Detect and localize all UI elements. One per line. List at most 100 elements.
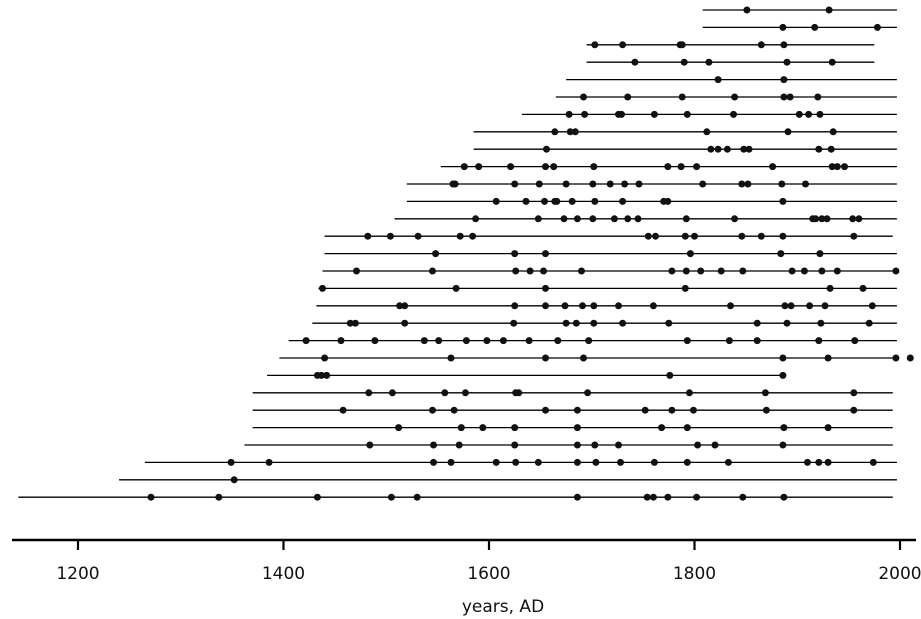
data-point xyxy=(615,441,622,449)
series-row xyxy=(144,458,897,466)
data-point xyxy=(693,493,701,501)
data-point xyxy=(714,145,722,153)
data-point xyxy=(678,93,686,101)
x-axis-title: years, AD xyxy=(462,597,544,617)
data-point xyxy=(511,424,519,432)
series-row xyxy=(702,6,897,14)
data-point xyxy=(658,424,666,432)
data-point xyxy=(351,319,359,327)
data-point xyxy=(730,110,737,118)
data-point xyxy=(824,354,832,362)
data-point xyxy=(526,267,534,275)
data-point xyxy=(818,215,826,223)
x-tick-label: 1800 xyxy=(673,564,716,584)
data-point xyxy=(815,458,823,466)
data-point xyxy=(510,319,518,327)
data-point xyxy=(541,197,548,205)
data-point xyxy=(619,319,627,327)
data-point xyxy=(681,284,689,292)
data-point xyxy=(825,6,833,14)
data-point xyxy=(512,267,520,275)
data-point xyxy=(618,110,625,118)
data-point xyxy=(649,302,657,310)
data-point xyxy=(650,458,658,466)
data-point xyxy=(566,128,574,136)
data-point xyxy=(779,23,787,31)
data-point xyxy=(479,424,487,432)
data-point xyxy=(568,197,576,205)
data-point xyxy=(731,215,739,223)
data-point xyxy=(387,493,395,501)
data-point xyxy=(668,267,676,275)
data-point xyxy=(769,163,777,171)
series-row xyxy=(702,23,897,31)
data-point xyxy=(590,163,598,171)
data-point xyxy=(753,337,761,345)
data-point xyxy=(786,93,794,101)
data-point xyxy=(579,302,586,310)
x-axis-ticks: 1200 1400 1600 1800 2000 xyxy=(56,540,921,584)
data-point xyxy=(573,406,581,414)
data-point xyxy=(435,337,443,345)
data-point xyxy=(617,458,624,466)
data-point xyxy=(571,128,579,136)
data-point xyxy=(816,110,824,118)
data-point xyxy=(686,250,694,258)
data-point xyxy=(788,267,796,275)
data-point xyxy=(711,441,719,449)
data-point xyxy=(745,145,753,153)
data-point xyxy=(542,250,549,258)
data-point xyxy=(589,180,597,188)
x-tick-label: 2000 xyxy=(878,564,921,584)
data-point xyxy=(821,302,829,310)
series-row xyxy=(244,441,893,449)
data-point xyxy=(441,389,449,397)
data-point xyxy=(641,406,649,414)
data-point xyxy=(401,302,409,310)
data-point xyxy=(535,180,543,188)
series-row xyxy=(586,41,875,49)
data-point xyxy=(227,458,235,466)
data-point xyxy=(511,250,519,258)
data-point xyxy=(683,110,691,118)
data-point xyxy=(580,93,587,101)
data-point xyxy=(364,232,372,240)
data-point xyxy=(542,163,549,171)
data-point xyxy=(705,58,713,66)
data-point xyxy=(455,441,463,449)
series-row xyxy=(555,93,897,101)
data-point xyxy=(849,215,857,223)
data-point xyxy=(783,319,791,327)
data-point xyxy=(346,319,354,327)
data-point xyxy=(542,284,549,292)
data-point xyxy=(873,23,881,31)
data-point xyxy=(824,458,832,466)
data-point xyxy=(827,145,835,153)
series-row xyxy=(119,476,897,484)
x-tick-label: 1200 xyxy=(56,564,99,584)
data-point xyxy=(578,267,585,275)
data-point xyxy=(460,163,468,171)
data-point xyxy=(365,389,373,397)
data-point xyxy=(542,354,549,362)
data-point xyxy=(680,58,688,66)
data-point xyxy=(697,267,705,275)
data-point xyxy=(779,354,787,362)
data-point xyxy=(802,180,809,188)
data-point xyxy=(457,424,465,432)
data-point xyxy=(302,337,310,345)
data-point xyxy=(589,215,597,223)
series-row xyxy=(406,180,897,188)
data-point xyxy=(610,215,618,223)
data-point xyxy=(762,406,770,414)
data-point xyxy=(542,302,549,310)
data-point xyxy=(740,145,748,153)
data-point xyxy=(817,319,825,327)
data-point xyxy=(664,163,672,171)
data-point xyxy=(865,319,873,327)
data-point xyxy=(649,493,657,501)
data-point xyxy=(757,41,765,49)
series-row xyxy=(324,232,893,240)
data-point xyxy=(691,232,698,240)
data-point xyxy=(619,197,627,205)
